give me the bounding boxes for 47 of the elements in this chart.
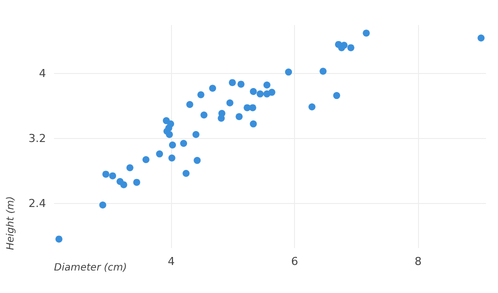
point [478, 34, 485, 42]
point [169, 142, 176, 149]
y-tick-label: 2.4 [28, 196, 46, 210]
point [102, 170, 110, 178]
point [340, 42, 348, 49]
point [166, 130, 173, 138]
point [238, 80, 244, 88]
point [133, 178, 140, 186]
point [347, 44, 354, 52]
point [250, 120, 257, 128]
point [192, 130, 200, 138]
point [186, 100, 194, 108]
point [218, 114, 225, 122]
point [156, 150, 164, 158]
point [362, 30, 370, 37]
point [200, 112, 208, 119]
point [256, 90, 264, 98]
point [142, 156, 150, 164]
point [120, 181, 128, 188]
point [228, 79, 236, 86]
point [180, 140, 188, 147]
point [236, 113, 243, 120]
point [263, 82, 270, 89]
point [55, 236, 62, 243]
x-tick-label: 4 [168, 255, 175, 268]
point [182, 170, 190, 177]
point [320, 68, 327, 75]
point [168, 154, 176, 162]
y-tick-label: 4 [39, 67, 46, 80]
y-axis-title: Height (m) [6, 196, 16, 250]
point [126, 164, 134, 172]
point [226, 99, 234, 106]
y-tick-label: 3.2 [28, 132, 46, 146]
point [194, 156, 201, 164]
point [308, 103, 316, 110]
point [268, 88, 276, 96]
x-tick-label: 6 [291, 255, 298, 268]
x-tick-label: 8 [414, 255, 422, 268]
point [285, 68, 292, 76]
point [109, 172, 116, 180]
point [197, 91, 204, 98]
point [99, 202, 106, 209]
point [249, 104, 256, 112]
x-axis-title: Diameter (cm) [54, 262, 127, 274]
point [333, 92, 340, 100]
point [209, 84, 216, 92]
point [250, 88, 257, 95]
